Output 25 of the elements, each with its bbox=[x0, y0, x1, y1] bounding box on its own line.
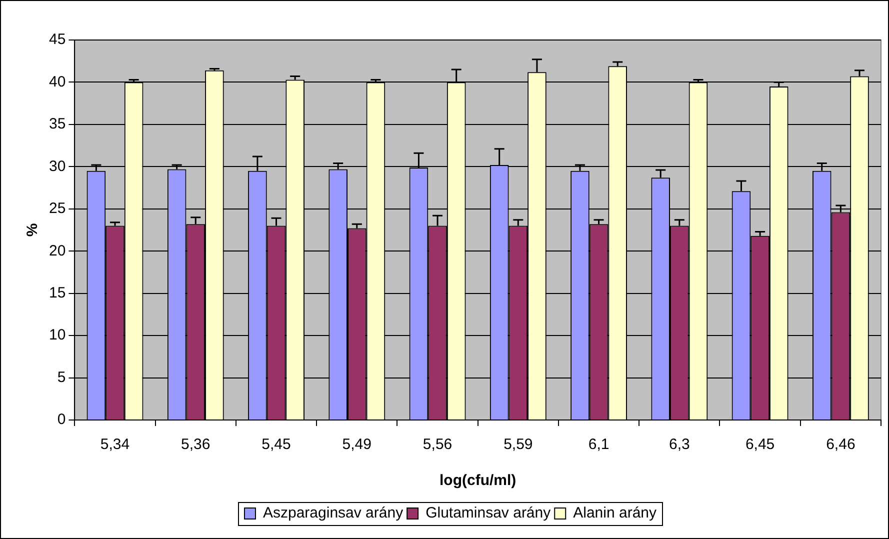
y-tick-label: 15 bbox=[48, 284, 66, 302]
legend-label: Aszparaginsav arány bbox=[262, 504, 404, 522]
y-tick-label: 5 bbox=[57, 368, 66, 386]
x-tick-label: 6,1 bbox=[588, 436, 610, 454]
y-tick-label: 10 bbox=[48, 326, 66, 344]
y-tick-label: 20 bbox=[48, 242, 66, 260]
x-tick-label: 5,34 bbox=[100, 436, 130, 454]
y-tick-label: 40 bbox=[48, 73, 66, 90]
legend-label: Glutaminsav arány bbox=[426, 504, 552, 522]
y-tick-label: 25 bbox=[48, 200, 66, 218]
x-tick-label: 5,49 bbox=[342, 436, 372, 454]
x-tick-label: 5,36 bbox=[181, 436, 210, 454]
y-axis-title: % bbox=[24, 223, 42, 237]
x-tick-label: 5,59 bbox=[504, 436, 533, 454]
y-tick-label: 0 bbox=[57, 411, 66, 428]
y-tick-label: 30 bbox=[48, 158, 66, 175]
legend-label: Alanin arány bbox=[573, 504, 658, 522]
y-tick-label: 35 bbox=[48, 116, 66, 133]
x-tick-label: 5,45 bbox=[262, 436, 291, 454]
x-tick-label: 6,46 bbox=[826, 436, 856, 454]
y-tick-label: 45 bbox=[48, 31, 66, 48]
x-tick-label: 6,3 bbox=[668, 436, 690, 454]
x-tick-label: 5,56 bbox=[422, 436, 452, 454]
x-tick-label: 6,45 bbox=[745, 436, 775, 454]
x-axis-title: log(cfu/ml) bbox=[440, 472, 516, 490]
